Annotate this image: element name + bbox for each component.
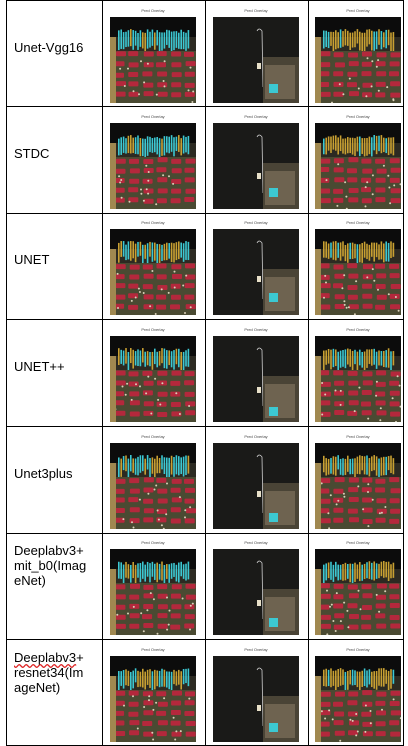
image-caption: Pred Overlay [244,647,268,652]
prediction-overlay-image: Pred Overlay [110,327,196,422]
pcb-photo [110,656,196,742]
pcb-photo [315,123,401,209]
model-name-line: Unet3plus [14,466,73,481]
pcb-photo [315,229,401,315]
model-name-label: Unet-Vgg16 [14,40,100,55]
model-name-label: UNET++ [14,359,100,374]
prediction-overlay-image: Pred Overlay [213,114,299,209]
image-caption: Pred Overlay [346,8,370,13]
prediction-overlay-image: Pred Overlay [110,434,196,529]
image-caption: Pred Overlay [244,540,268,545]
pcb-photo [315,336,401,422]
prediction-overlay-image: Pred Overlay [110,540,196,635]
pcb-photo [315,549,401,635]
prediction-overlay-image: Pred Overlay [213,540,299,635]
model-name-line: UNET++ [14,359,65,374]
column-divider-1 [102,0,103,746]
pcb-photo [213,123,299,209]
image-caption: Pred Overlay [244,434,268,439]
image-caption: Pred Overlay [346,434,370,439]
pcb-photo [110,336,196,422]
image-caption: Pred Overlay [141,220,165,225]
prediction-overlay-image: Pred Overlay [315,327,401,422]
prediction-overlay-image: Pred Overlay [315,8,401,103]
image-caption: Pred Overlay [244,8,268,13]
comparison-table: Unet-Vgg16 Pred Overlay Pred Overlay Pred O… [6,0,404,746]
pcb-photo [110,549,196,635]
image-caption: Pred Overlay [346,540,370,545]
prediction-overlay-image: Pred Overlay [213,220,299,315]
table-row: Unet3plus Pred Overlay Pred Overlay Pred Ov… [6,427,404,534]
model-name-line: resnet34(Im [14,665,84,680]
pcb-photo [213,17,299,103]
image-caption: Pred Overlay [244,327,268,332]
model-name-label: Deeplabv3+ resnet34(Im ageNet) [14,650,100,695]
column-divider-3 [308,0,309,746]
pcb-photo [213,443,299,529]
pcb-photo [110,229,196,315]
image-caption: Pred Overlay [141,434,165,439]
image-caption: Pred Overlay [346,327,370,332]
model-name-line: ageNet) [14,680,61,695]
model-name-line: UNET [14,252,50,267]
model-name-line: Unet-Vgg16 [14,40,84,55]
prediction-overlay-image: Pred Overlay [315,114,401,209]
prediction-overlay-image: Pred Overlay [315,540,401,635]
table-row: Deeplabv3+ resnet34(Im ageNet) Pred Overlay… [6,640,404,746]
image-caption: Pred Overlay [346,647,370,652]
table-row: UNET++ Pred Overlay Pred Overlay Pred Overl… [6,320,404,427]
model-name-line: Deeplabv3+ [14,543,84,558]
model-name-label: Unet3plus [14,466,100,481]
prediction-overlay-image: Pred Overlay [110,220,196,315]
image-caption: Pred Overlay [141,8,165,13]
spellcheck-underlined-word: Deeplabv3 [14,650,77,665]
pcb-photo [213,656,299,742]
pcb-photo [110,17,196,103]
prediction-overlay-image: Pred Overlay [110,114,196,209]
model-name-line: Deeplabv3+ [14,650,84,665]
prediction-overlay-image: Pred Overlay [213,327,299,422]
image-caption: Pred Overlay [346,114,370,119]
pcb-photo [315,17,401,103]
prediction-overlay-image: Pred Overlay [315,434,401,529]
image-caption: Pred Overlay [141,540,165,545]
image-caption: Pred Overlay [244,114,268,119]
model-name-label: Deeplabv3+ mit_b0(Imag eNet) [14,543,100,588]
image-caption: Pred Overlay [244,220,268,225]
pcb-photo [315,656,401,742]
table-row: UNET Pred Overlay Pred Overlay Pred Overlay [6,213,404,320]
column-divider-2 [205,0,206,746]
image-caption: Pred Overlay [346,220,370,225]
model-name-line: STDC [14,146,50,161]
prediction-overlay-image: Pred Overlay [315,220,401,315]
prediction-overlay-image: Pred Overlay [110,8,196,103]
table-border-right [403,0,404,746]
prediction-overlay-image: Pred Overlay [315,647,401,742]
pcb-photo [110,443,196,529]
table-row: STDC Pred Overlay Pred Overlay Pred Overlay [6,107,404,214]
image-caption: Pred Overlay [141,647,165,652]
prediction-overlay-image: Pred Overlay [213,434,299,529]
image-caption: Pred Overlay [141,114,165,119]
model-name-label: STDC [14,146,100,161]
model-name-line: eNet) [14,573,46,588]
prediction-overlay-image: Pred Overlay [213,647,299,742]
pcb-photo [315,443,401,529]
prediction-overlay-image: Pred Overlay [110,647,196,742]
model-name-label: UNET [14,252,100,267]
table-row: Unet-Vgg16 Pred Overlay Pred Overlay Pred O… [6,0,404,107]
prediction-overlay-image: Pred Overlay [213,8,299,103]
table-row: Deeplabv3+ mit_b0(Imag eNet) Pred Overlay Pr… [6,533,404,640]
model-name-line: mit_b0(Imag [14,558,87,573]
pcb-photo [213,336,299,422]
table-border-left [6,0,7,746]
pcb-photo [213,549,299,635]
image-caption: Pred Overlay [141,327,165,332]
pcb-photo [110,123,196,209]
pcb-photo [213,229,299,315]
